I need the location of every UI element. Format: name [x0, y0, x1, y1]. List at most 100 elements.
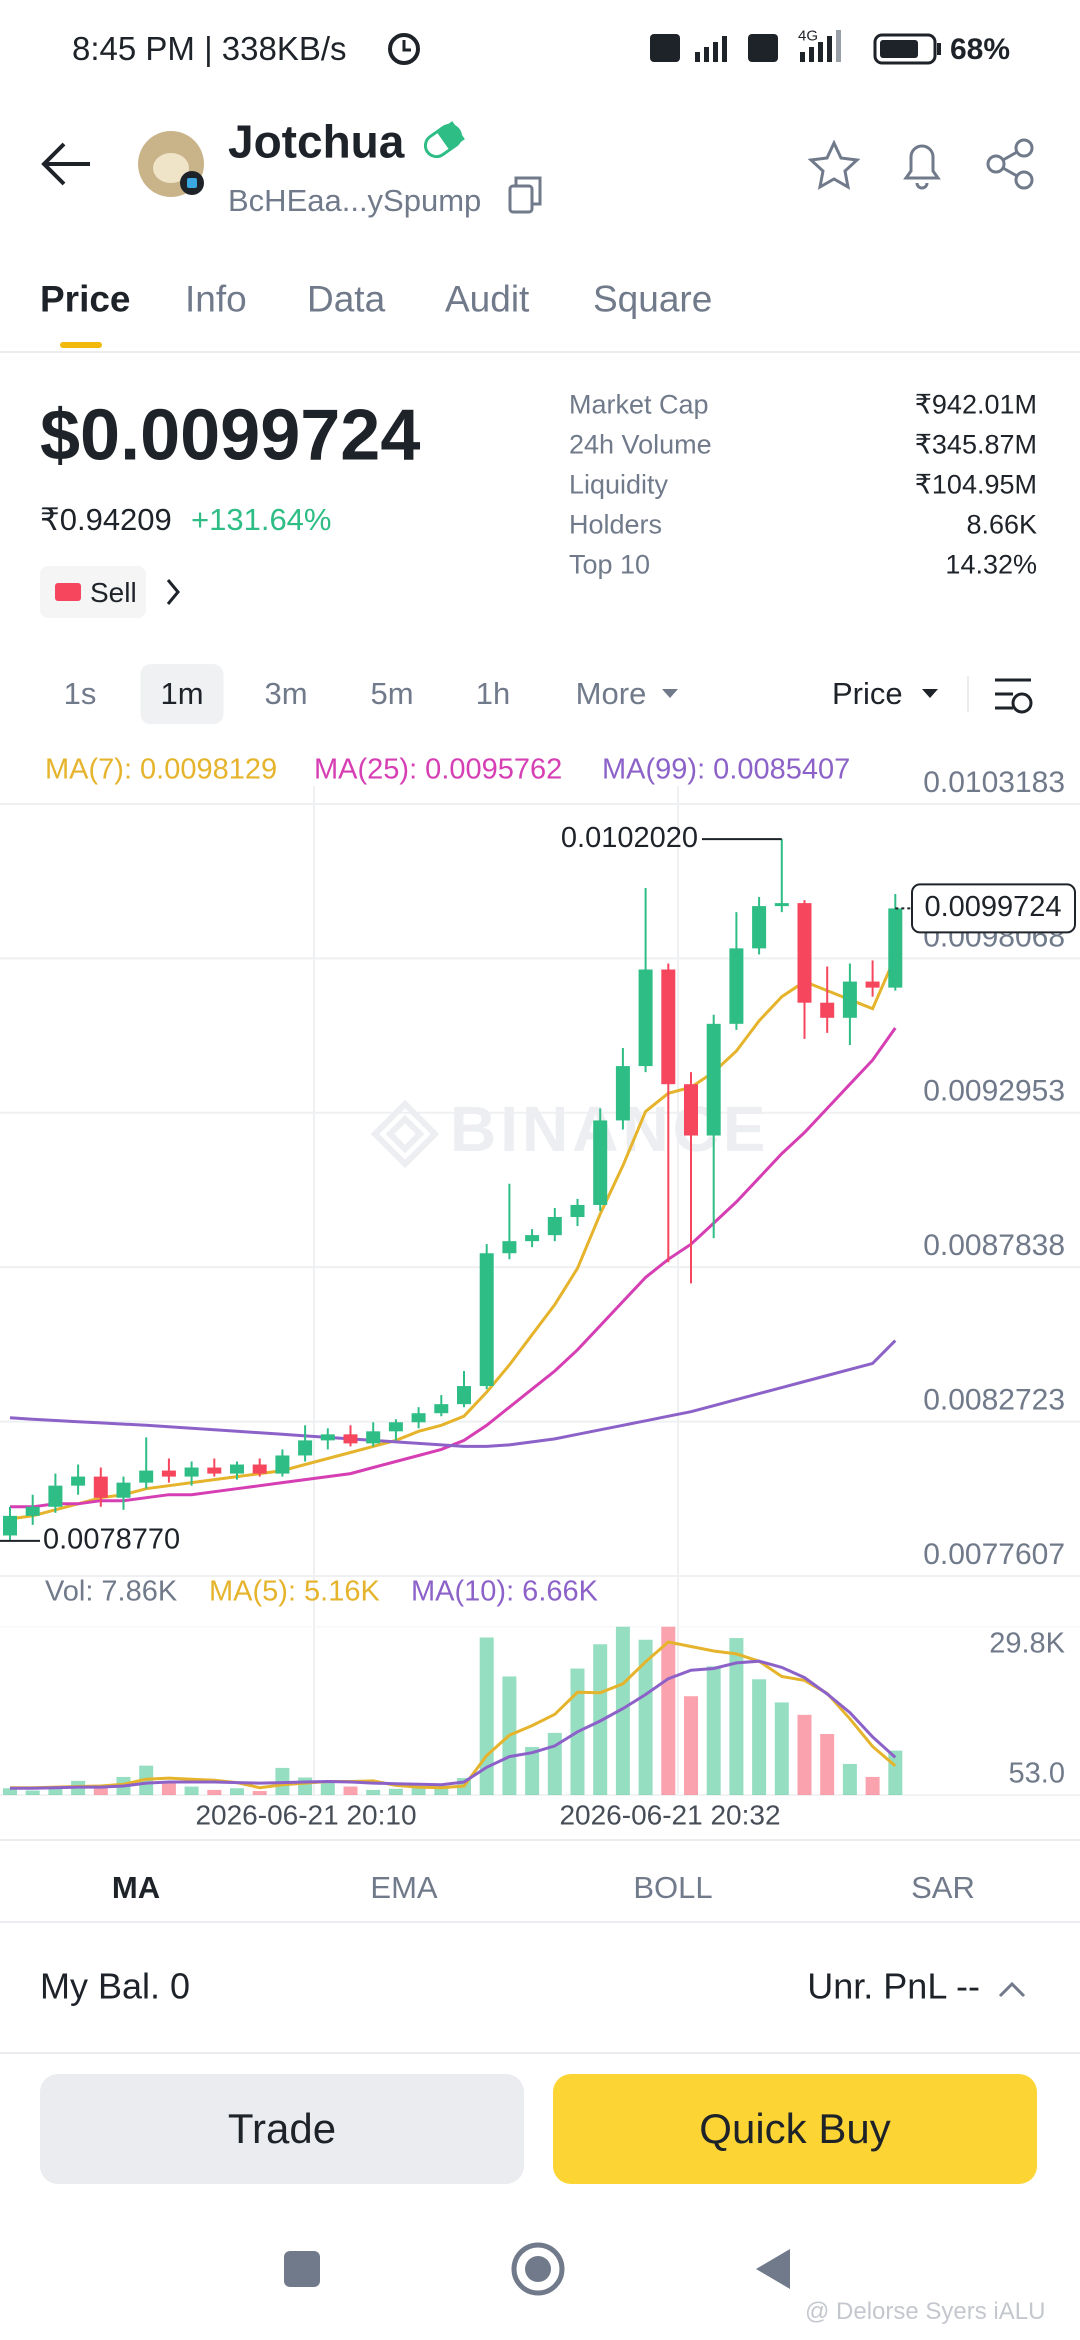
tab[interactable]: Price [40, 278, 131, 320]
alert-button[interactable] [903, 144, 941, 190]
sell-arrow[interactable] [166, 579, 180, 605]
ma-line [9, 956, 897, 1521]
mode-caret [922, 689, 938, 698]
candle-body [320, 1434, 335, 1441]
indicator-option[interactable]: SAR [911, 1870, 975, 1906]
back-button[interactable] [41, 142, 90, 186]
low-label: 0.0078770 [43, 1524, 180, 1556]
y-tick-label: 0.0077607 [923, 1538, 1065, 1571]
candle-body [388, 1422, 403, 1432]
candle-body [48, 1485, 63, 1507]
sell-label[interactable]: Sell [90, 576, 137, 608]
interval-option[interactable]: 5m [370, 676, 414, 712]
volume-ma-legend-entry: MA(5): 5.16K [209, 1575, 380, 1608]
stat-label: Liquidity [569, 469, 669, 500]
candle-body [888, 908, 903, 988]
candle-body [343, 1434, 358, 1444]
volume-bar [3, 1788, 17, 1795]
tab-indicator [60, 342, 102, 348]
candle-body [774, 903, 789, 907]
tag-icon [423, 121, 465, 159]
volume-bar [820, 1734, 835, 1795]
stat-label: Top 10 [569, 549, 651, 580]
pnl-toggle[interactable] [998, 1981, 1026, 1998]
stat-label: Holders [569, 509, 663, 540]
last-price-box [911, 883, 1076, 934]
balance: My Bal. 0 [40, 1965, 191, 2007]
interval-option[interactable]: 3m [264, 676, 308, 712]
interval-option[interactable]: 1s [63, 676, 97, 712]
candle-body [525, 1235, 540, 1242]
volume-bar [184, 1786, 199, 1795]
candle-body [729, 948, 744, 1024]
candle-body [842, 981, 857, 1018]
y-tick-label: 0.0092953 [923, 1075, 1065, 1108]
candle-body [593, 1120, 608, 1205]
volume-bar [230, 1788, 244, 1795]
candle-body [547, 1217, 562, 1236]
tab[interactable]: Audit [445, 278, 530, 320]
sell-button[interactable] [40, 566, 146, 618]
nav-recent[interactable] [284, 2251, 320, 2287]
candle-body [139, 1470, 154, 1483]
candle-body [252, 1464, 267, 1474]
ma-legend-entry: MA(7): 0.0098129 [45, 753, 278, 786]
interval-option[interactable]: 1m [140, 664, 224, 724]
volume-bar [411, 1787, 426, 1795]
volume-bar [434, 1785, 449, 1795]
stat-value: 8.66K [966, 509, 1037, 540]
volume-bar [684, 1696, 698, 1795]
candle-body [366, 1431, 381, 1444]
interval-option[interactable]: More [575, 676, 647, 712]
avatar[interactable] [138, 131, 204, 197]
candle-body [615, 1066, 630, 1121]
chart-mode[interactable]: Price [832, 676, 903, 712]
volume-bar [615, 1626, 630, 1795]
candle-body [502, 1241, 517, 1254]
watermark-logo [370, 1099, 440, 1169]
copy-button[interactable] [508, 176, 542, 214]
volume-tick-label: 53.0 [1009, 1757, 1065, 1789]
volume-bar [25, 1790, 40, 1795]
volume-bar [161, 1781, 176, 1795]
indicator-option[interactable]: BOLL [633, 1870, 713, 1906]
nav-back[interactable] [756, 2249, 790, 2289]
volume-bar [320, 1782, 335, 1795]
divider [0, 1921, 1080, 1923]
candle-body [457, 1386, 471, 1405]
share-button[interactable] [986, 138, 1034, 190]
volume-bar [93, 1784, 108, 1795]
chart-settings-button[interactable] [995, 678, 1033, 714]
candle-body [275, 1455, 290, 1474]
tab[interactable]: Info [185, 278, 247, 320]
interval-option[interactable]: 1h [475, 676, 511, 712]
stat-value: 14.32% [945, 549, 1037, 580]
trade-button[interactable]: Trade [40, 2074, 524, 2184]
price-usd: $0.0099724 [40, 395, 421, 476]
nav-home[interactable] [511, 2242, 565, 2296]
indicator-option[interactable]: MA [111, 1870, 161, 1906]
stat-value: ₹345.87M [914, 429, 1037, 460]
candle-body [797, 903, 812, 1003]
divider [0, 1839, 1080, 1841]
candle-body [684, 1084, 698, 1136]
candle-body [434, 1404, 449, 1414]
volume-bar [525, 1747, 540, 1795]
tab[interactable]: Square [593, 278, 713, 320]
tab[interactable]: Data [307, 278, 386, 320]
price-change: +131.64% [191, 502, 332, 538]
y-tick-label: 0.0103183 [923, 766, 1065, 799]
volume-bar [48, 1786, 63, 1795]
candle-body [25, 1506, 40, 1516]
volume-bar [729, 1638, 744, 1795]
watermark: @ Delorse Syers iALU [805, 2298, 1046, 2326]
candle-body [298, 1440, 313, 1456]
indicator-option[interactable]: EMA [370, 1870, 438, 1906]
candle-body [411, 1413, 426, 1423]
y-tick-label: 0.0087838 [923, 1229, 1065, 1262]
status-battery: 68% [950, 32, 1011, 66]
status-icons [388, 30, 941, 65]
quick-buy-button[interactable]: Quick Buy [553, 2074, 1037, 2184]
favorite-button[interactable] [807, 139, 861, 190]
